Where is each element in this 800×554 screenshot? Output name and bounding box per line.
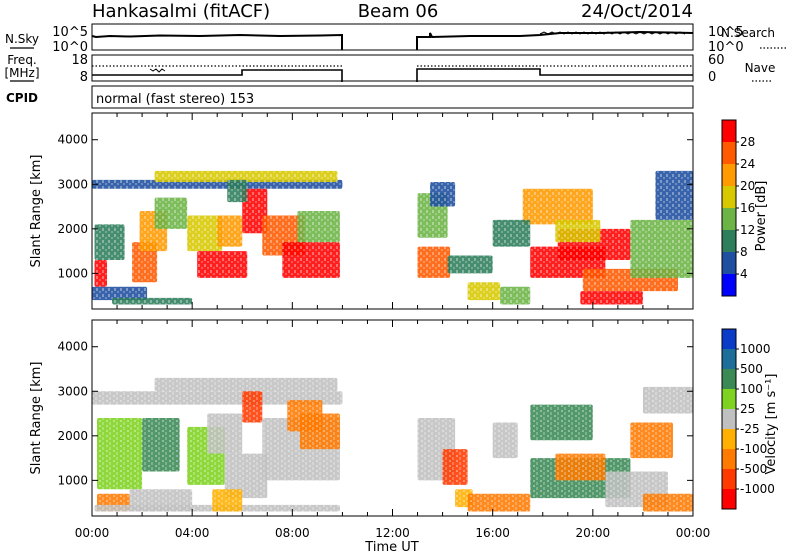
colorbar-segment: [722, 252, 736, 275]
colorbar-tick-label: -1000: [740, 482, 775, 496]
colorbar-tick-label: 25: [740, 402, 755, 416]
nave-tick-top: 60: [708, 53, 725, 68]
y-tick-label: 3000: [57, 384, 88, 398]
power-panel: 4000 3000 2000 1000 Slant Range [km]: [29, 112, 694, 310]
x-tick-label: 00:00: [75, 526, 110, 540]
power-y-ticks: 4000 3000 2000 1000: [57, 133, 693, 280]
cpid-label: CPID: [6, 91, 38, 105]
noise-search-label: N.Search: [721, 26, 775, 40]
colorbar-segment: [722, 208, 736, 231]
velocity-y-ticks: 4000 3000 2000 1000: [57, 340, 693, 487]
y-tick-label: 4000: [57, 133, 88, 147]
colorbar-tick-label: -25: [740, 422, 760, 436]
velocity-y-axis-label: Slant Range [km]: [29, 362, 44, 475]
y-tick-label: 3000: [57, 177, 88, 191]
colorbar-tick-label: 20: [740, 179, 755, 193]
power-x-ticks: [91, 113, 694, 309]
noise-right-tick-top: 10^5: [708, 25, 744, 40]
freq-tick-bottom: 8: [80, 70, 88, 85]
colorbar-tick-label: 4: [740, 267, 748, 281]
colorbar-segment: [722, 429, 736, 450]
power-colorbar-label: Power [dB]: [754, 181, 769, 252]
freq-label-2: [MHz]: [4, 66, 39, 80]
colorbar-segment: [722, 449, 736, 470]
noise-right-tick-bottom: 10^0: [708, 40, 744, 55]
freq-label-1: Freq.: [7, 53, 37, 67]
colorbar-tick-label: 1000: [740, 342, 771, 356]
colorbar-segment: [722, 469, 736, 490]
y-tick-label: 1000: [57, 473, 88, 487]
colorbar-segment: [722, 120, 736, 143]
colorbar-segment: [722, 274, 736, 297]
x-tick-label: 00:00: [676, 526, 711, 540]
colorbar-segment: [722, 369, 736, 390]
velocity-colorbar-label: Velocity [m s⁻¹]: [764, 374, 779, 475]
colorbar-segment: [722, 489, 736, 510]
colorbar-tick-label: 16: [740, 201, 755, 215]
colorbar-tick-label: 24: [740, 157, 755, 171]
noise-panel: N.Sky 10^5 10^0 10^5 10^0 N.Search: [5, 23, 788, 55]
colorbar-segment: [722, 230, 736, 253]
colorbar-tick-label: 12: [740, 223, 755, 237]
beam-label: Beam 06: [358, 1, 439, 22]
colorbar-tick-label: -100: [740, 442, 767, 456]
power-y-axis-label: Slant Range [km]: [29, 155, 44, 268]
radar-title: Hankasalmi (fitACF): [92, 1, 270, 22]
noise-left-tick-bottom: 10^0: [52, 40, 88, 55]
x-tick-label: 08:00: [275, 526, 310, 540]
y-tick-label: 2000: [57, 429, 88, 443]
colorbar-segment: [722, 349, 736, 370]
y-tick-label: 1000: [57, 266, 88, 280]
x-tick-label: 12:00: [375, 526, 410, 540]
x-tick-label: 20:00: [576, 526, 611, 540]
nave-label: Nave: [745, 61, 776, 75]
date-label: 24/Oct/2014: [581, 1, 693, 22]
nave-tick-bottom: 0: [708, 70, 716, 85]
colorbar-frame: [721, 328, 737, 510]
x-axis-title: Time UT: [364, 540, 418, 554]
colorbar-segment: [722, 142, 736, 165]
colorbar-segment: [722, 186, 736, 209]
freq-panel: Freq. [MHz] 18 8 60 0 Nave: [4, 53, 775, 85]
noise-left-tick-top: 10^5: [52, 25, 88, 40]
y-tick-label: 2000: [57, 222, 88, 236]
power-colorbar: 28 24 20 16 12 8 4: [721, 119, 755, 297]
colorbar-tick-label: -500: [740, 462, 767, 476]
colorbar-tick-label: 500: [740, 362, 763, 376]
velocity-panel: 4000 3000 2000 1000 Slant Range [km]: [29, 319, 694, 517]
x-tick-label: 04:00: [175, 526, 210, 540]
colorbar-tick-label: 28: [740, 135, 755, 149]
freq-tick-top: 18: [71, 53, 88, 68]
velocity-x-ticks: [91, 320, 694, 516]
colorbar-segment: [722, 409, 736, 430]
cpid-text: normal (fast stereo) 153: [96, 92, 254, 107]
colorbar-tick-label: 100: [740, 382, 763, 396]
cpid-panel: CPID normal (fast stereo) 153: [6, 85, 694, 109]
noise-sky-label: N.Sky: [5, 32, 39, 46]
colorbar-segment: [722, 329, 736, 350]
colorbar-segment: [722, 164, 736, 187]
x-tick-label: 16:00: [475, 526, 510, 540]
colorbar-tick-label: 8: [740, 245, 748, 259]
x-axis-labels: 00:00 04:00 08:00 12:00 16:00 20:00 00:00: [75, 526, 711, 540]
colorbar-segment: [722, 389, 736, 410]
velocity-colorbar: 1000 500 100 25 -25 -100 -500 -1000: [721, 328, 775, 510]
y-tick-label: 4000: [57, 340, 88, 354]
